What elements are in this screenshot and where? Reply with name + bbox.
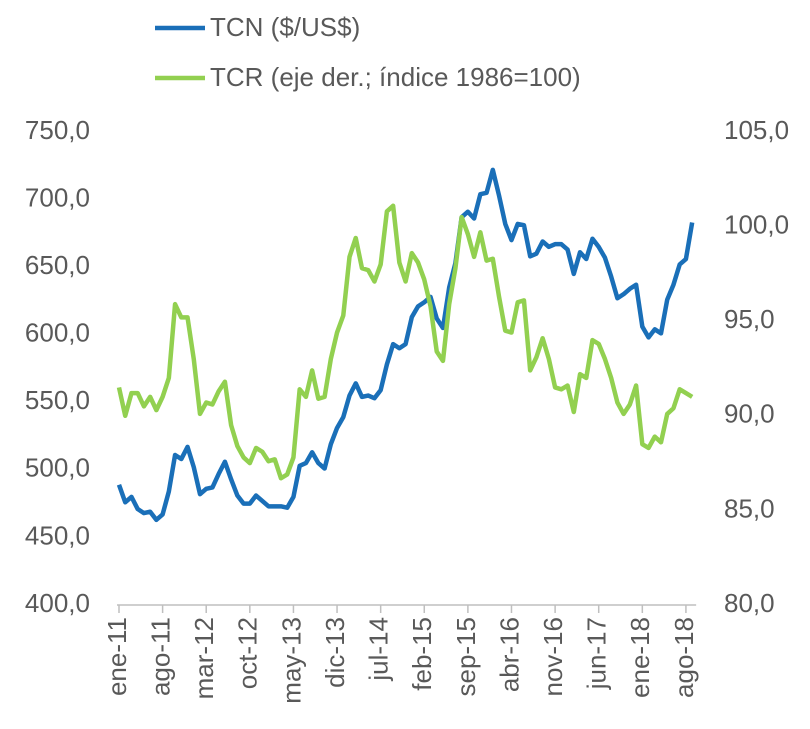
x-tick-label: sep-15 xyxy=(451,617,481,697)
x-tick-label: jun-17 xyxy=(582,617,612,690)
y-tick-label: 700,0 xyxy=(25,182,90,212)
y-tick-label: 650,0 xyxy=(25,250,90,280)
x-tick-label: abr-16 xyxy=(494,617,524,692)
y2-tick-label: 80,0 xyxy=(724,588,775,618)
x-tick-label: may-13 xyxy=(276,617,306,704)
x-tick-label: ene-11 xyxy=(102,617,132,696)
y2-tick-label: 100,0 xyxy=(724,209,789,239)
series-line xyxy=(116,203,694,481)
x-tick-label: mar-12 xyxy=(189,617,219,699)
x-tick-label: ago-18 xyxy=(669,617,699,698)
x-tick-label: feb-15 xyxy=(407,617,437,691)
x-tick-label: jul-14 xyxy=(364,617,394,682)
x-tick-label: nov-16 xyxy=(538,617,568,697)
x-tick-label: ene-18 xyxy=(625,617,655,698)
y2-tick-label: 85,0 xyxy=(724,493,775,523)
series-line xyxy=(116,167,695,523)
x-tick-label: ago-11 xyxy=(145,617,175,696)
legend-label: TCN ($/US$) xyxy=(210,12,360,42)
y2-tick-label: 95,0 xyxy=(724,304,775,334)
y-tick-label: 400,0 xyxy=(25,588,90,618)
y-tick-label: 500,0 xyxy=(25,453,90,483)
y-tick-label: 750,0 xyxy=(25,115,90,145)
y-tick-label: 600,0 xyxy=(25,318,90,348)
y-tick-label: 550,0 xyxy=(25,385,90,415)
y2-tick-label: 105,0 xyxy=(724,115,789,145)
y-tick-label: 450,0 xyxy=(25,520,90,550)
x-tick-label: dic-13 xyxy=(320,617,350,688)
x-tick-label: oct-12 xyxy=(233,617,263,689)
y2-tick-label: 90,0 xyxy=(724,399,775,429)
legend-label: TCR (eje der.; índice 1986=100) xyxy=(210,62,581,92)
